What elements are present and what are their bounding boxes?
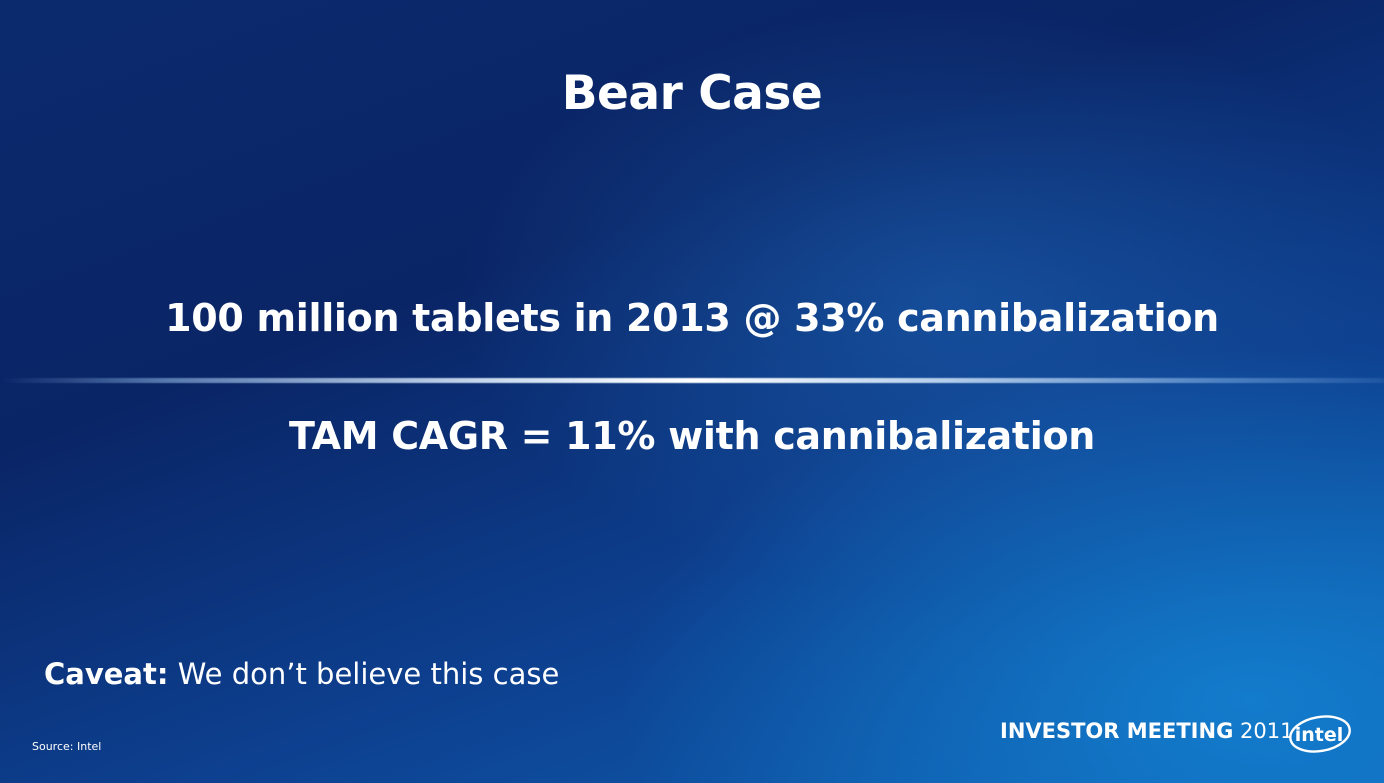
- footer-event-name: INVESTOR MEETING: [1000, 719, 1234, 743]
- intel-logo-text: intel: [1295, 724, 1344, 746]
- intel-logo: intel: [1287, 712, 1353, 756]
- source-note: Source: Intel: [32, 740, 102, 753]
- intel-logo-icon: intel: [1289, 715, 1351, 753]
- caveat-label: Caveat:: [44, 657, 169, 691]
- footer-event: INVESTOR MEETING 2011: [1000, 719, 1293, 743]
- divider-line: [0, 378, 1384, 383]
- caveat-note: Caveat: We don’t believe this case: [44, 657, 559, 691]
- footer-event-year: 2011: [1240, 719, 1294, 743]
- caveat-text: We don’t believe this case: [177, 657, 560, 691]
- subheadline-text: TAM CAGR = 11% with cannibalization: [288, 414, 1096, 458]
- headline-text: 100 million tablets in 2013 @ 33% cannib…: [165, 296, 1219, 340]
- slide-title: Bear Case: [561, 66, 823, 121]
